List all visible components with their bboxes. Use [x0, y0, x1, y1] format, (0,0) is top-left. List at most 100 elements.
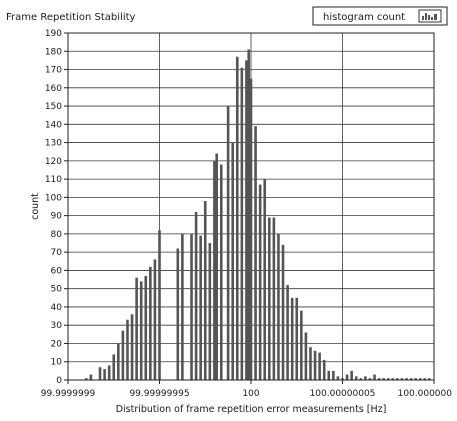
chart-title: Frame Repetition Stability — [6, 12, 136, 23]
histogram-bar — [107, 365, 111, 380]
histogram-bar — [386, 378, 390, 380]
histogram-bar — [405, 378, 408, 380]
y-tick-label: 140 — [45, 120, 62, 130]
histogram-bar — [190, 233, 193, 380]
histogram-bar — [149, 266, 152, 380]
histogram-bar — [139, 281, 143, 380]
y-axis-label: count — [30, 193, 41, 220]
histogram-bar — [423, 378, 427, 380]
histogram-bar — [89, 374, 93, 380]
histogram-bar — [199, 235, 202, 380]
y-tick-label: 20 — [51, 339, 63, 349]
legend-box — [312, 6, 448, 26]
histogram-bar — [117, 343, 120, 380]
histogram-bar — [103, 369, 106, 380]
histogram-bar — [345, 374, 349, 380]
histogram-bar — [295, 297, 299, 380]
histogram-bar — [240, 67, 244, 380]
y-tick-label: 100 — [45, 193, 62, 203]
x-axis-ticks: 99.9999999 99.99999995 100 100.00000005 100.… — [41, 380, 452, 399]
y-tick-label: 30 — [51, 321, 63, 331]
histogram-bar — [322, 359, 326, 380]
histogram-bar — [373, 374, 376, 380]
histogram-bar — [247, 49, 251, 381]
histogram-bar — [98, 367, 102, 380]
histogram-bar — [254, 126, 257, 380]
histogram-bar — [235, 56, 239, 381]
y-tick-label: 170 — [45, 66, 62, 76]
y-tick-label: 180 — [45, 47, 62, 57]
histogram-bar — [208, 243, 212, 380]
y-tick-label: 130 — [45, 139, 62, 149]
histogram-bar — [332, 370, 335, 380]
histogram-bar — [350, 370, 353, 380]
histogram-bar — [84, 378, 88, 380]
histogram-bar — [290, 297, 294, 380]
histogram-bar — [263, 179, 267, 380]
histogram-bar — [400, 378, 404, 380]
histogram-bar — [203, 201, 207, 380]
legend-swatch-icon — [418, 9, 442, 23]
y-axis-ticks: 0 10 20 30 40 50 60 70 80 90 100 110 120 130 140 150 160… — [45, 29, 68, 386]
histogram-bar — [277, 233, 280, 380]
legend-entry-label: histogram count — [323, 12, 405, 23]
y-tick-label: 10 — [51, 358, 63, 368]
histogram-bar — [409, 378, 413, 380]
histogram-bar — [130, 314, 134, 380]
legend: histogram count — [312, 6, 448, 26]
histogram-bar — [377, 378, 381, 380]
histogram-bar — [368, 378, 372, 380]
y-tick-label: 150 — [45, 102, 62, 112]
bars — [84, 49, 431, 381]
histogram-bar — [300, 310, 303, 380]
x-tick-label: 100.00000005 — [310, 389, 376, 399]
histogram-bar — [286, 285, 289, 380]
histogram-bar — [327, 370, 331, 380]
histogram-bar — [359, 378, 363, 380]
histogram-bar — [428, 378, 431, 380]
histogram-bar — [112, 354, 116, 380]
histogram-bar — [245, 60, 248, 380]
y-tick-label: 120 — [45, 157, 62, 167]
histogram-bar — [231, 142, 235, 380]
y-tick-label: 160 — [45, 84, 62, 94]
histogram-bar — [135, 277, 138, 380]
y-tick-label: 50 — [51, 285, 63, 295]
histogram-bar — [382, 378, 385, 380]
plot-frame — [67, 32, 435, 381]
histogram-bar — [364, 376, 367, 380]
histogram-bar — [194, 211, 198, 380]
histogram-bar — [181, 233, 184, 380]
histogram-bar — [144, 275, 148, 380]
histogram-bar — [258, 184, 262, 380]
histogram-bar — [318, 352, 321, 380]
histogram-bar — [336, 376, 340, 380]
histogram-bar — [126, 319, 129, 380]
y-tick-label: 40 — [51, 303, 63, 313]
y-tick-label: 80 — [51, 230, 63, 240]
x-tick-label: 100.000000 — [398, 389, 453, 399]
histogram-bar — [272, 217, 276, 380]
y-tick-label: 190 — [45, 29, 62, 39]
histogram-bar — [215, 153, 218, 380]
histogram-bar — [418, 378, 422, 380]
x-tick-label: 100 — [242, 389, 259, 399]
histogram-bar — [396, 378, 399, 380]
histogram-bar — [219, 164, 223, 380]
histogram-bar — [249, 78, 253, 380]
histogram-bar — [341, 378, 344, 380]
histogram-bar — [226, 106, 230, 380]
histogram-bar — [268, 217, 271, 380]
x-tick-label: 99.99999995 — [129, 389, 189, 399]
y-tick-label: 110 — [45, 175, 62, 185]
histogram-bar — [121, 330, 125, 380]
histogram-bar — [158, 230, 161, 380]
y-tick-label: 70 — [51, 248, 63, 258]
y-tick-label: 0 — [56, 376, 62, 386]
y-tick-label: 60 — [51, 266, 63, 276]
histogram-bar — [176, 248, 180, 380]
histogram-bar — [313, 350, 317, 380]
histogram-bar — [309, 347, 312, 380]
